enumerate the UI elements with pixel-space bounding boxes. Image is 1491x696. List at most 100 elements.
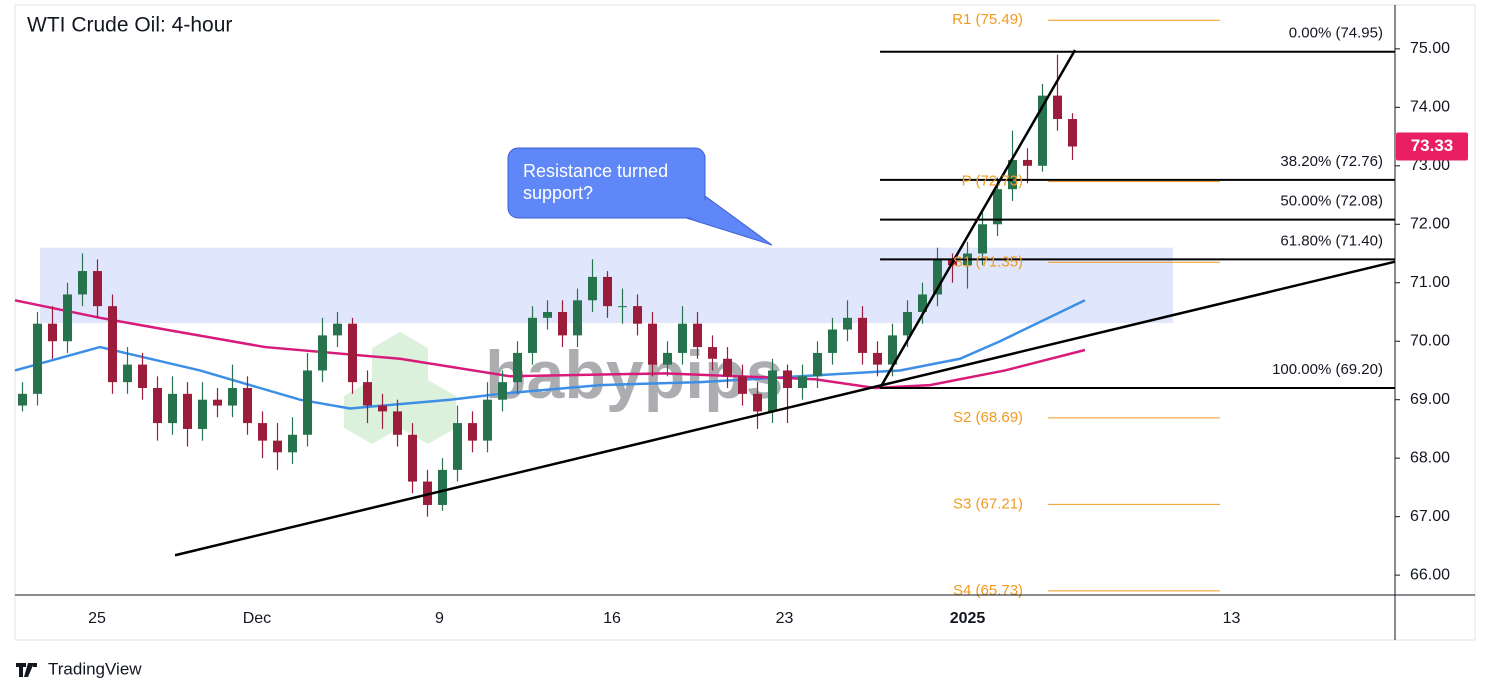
callout-text: Resistance turned — [523, 161, 668, 181]
candle-body — [168, 393, 177, 424]
watermark-cube — [344, 380, 400, 444]
candle-body — [243, 388, 252, 424]
candle-body — [228, 388, 237, 406]
pivot-label: S2 (68.69) — [953, 409, 1023, 426]
watermark-logo — [344, 332, 456, 444]
candle-body — [1023, 159, 1032, 166]
candle-body — [318, 335, 327, 371]
y-tick-label: 69.00 — [1410, 391, 1450, 408]
candle-body — [258, 423, 267, 441]
candle-body — [48, 323, 57, 342]
candle-body — [303, 370, 312, 435]
x-tick-label: 2025 — [950, 610, 986, 627]
y-tick-label: 74.00 — [1410, 99, 1450, 116]
fib-label: 100.00% (69.20) — [1272, 361, 1383, 378]
candle-body — [798, 376, 807, 389]
candle-body — [603, 276, 612, 307]
candle-body — [723, 358, 732, 377]
y-tick-label: 70.00 — [1410, 332, 1450, 349]
x-tick-label: 25 — [88, 610, 106, 627]
fib-label: 0.00% (74.95) — [1289, 25, 1383, 42]
pivot-label: P (72.73) — [962, 173, 1023, 190]
candle-body — [108, 306, 117, 383]
candle-body — [288, 434, 297, 453]
x-tick-label: 13 — [1223, 610, 1241, 627]
candle-body — [1053, 95, 1062, 120]
candle-body — [678, 323, 687, 353]
candle-body — [888, 335, 897, 365]
candle-body — [1038, 95, 1047, 166]
candle-body — [363, 382, 372, 406]
pivot-label: S1 (71.35) — [953, 253, 1023, 270]
fib-label: 50.00% (72.08) — [1280, 193, 1383, 210]
x-tick-label: 9 — [435, 610, 444, 627]
chart-title: WTI Crude Oil: 4-hour — [27, 14, 232, 37]
candle-body — [498, 382, 507, 400]
y-tick-label: 73.00 — [1410, 157, 1450, 174]
candle-body — [438, 469, 447, 505]
candle-body — [753, 393, 762, 412]
last-price-label: 73.33 — [1411, 136, 1454, 155]
watermark-cube — [372, 332, 428, 396]
candle-body — [18, 393, 27, 406]
brand-name: TradingView — [48, 659, 142, 678]
watermark-cube — [400, 380, 456, 444]
candle-body — [33, 323, 42, 394]
y-tick-label: 68.00 — [1410, 449, 1450, 466]
moving-average — [14, 299, 1086, 390]
pivot-label: S3 (67.21) — [953, 495, 1023, 512]
candle-body — [153, 388, 162, 424]
candle-body — [738, 376, 747, 394]
candle-body — [528, 317, 537, 353]
candle-body — [123, 364, 132, 383]
callout-box — [507, 147, 706, 219]
y-tick-label: 66.00 — [1410, 566, 1450, 583]
candle-body — [828, 329, 837, 353]
x-tick-label: 23 — [776, 610, 794, 627]
candle-body — [78, 271, 87, 295]
brand-logo — [16, 663, 37, 677]
last-price-box — [1396, 132, 1468, 161]
candle-body — [648, 323, 657, 365]
candle-body — [393, 411, 402, 435]
candle-body — [333, 323, 342, 336]
candle-body — [273, 440, 282, 453]
x-tick-label: 16 — [603, 610, 621, 627]
candle-body — [588, 276, 597, 301]
candle-body — [903, 311, 912, 336]
y-tick-label: 75.00 — [1410, 40, 1450, 57]
candle-body — [993, 189, 1002, 225]
candle-body — [198, 399, 207, 429]
trendline — [174, 260, 1396, 557]
candle-body — [63, 294, 72, 342]
candle-body — [1068, 119, 1077, 147]
callout-pointer-fill — [683, 199, 770, 244]
fib-label: 38.20% (72.76) — [1280, 153, 1383, 170]
candle-body — [843, 317, 852, 330]
candle-body — [408, 434, 417, 482]
candle-body — [633, 306, 642, 324]
candle-body — [708, 347, 717, 359]
moving-average — [14, 299, 1086, 410]
candle-body — [138, 364, 147, 389]
candle-body — [978, 224, 987, 254]
candle-body — [213, 399, 222, 406]
candle-body — [348, 323, 357, 383]
x-tick-label: Dec — [243, 610, 271, 627]
candle-body — [858, 317, 867, 353]
y-tick-label: 72.00 — [1410, 215, 1450, 232]
candle-body — [768, 370, 777, 412]
candle-body — [933, 259, 942, 295]
callout-text: support? — [523, 183, 593, 203]
candle-body — [378, 405, 387, 412]
candle-body — [918, 294, 927, 312]
candle-body — [618, 306, 627, 308]
candle-body — [573, 300, 582, 336]
candle-body — [783, 370, 792, 389]
candle-body — [1008, 159, 1017, 190]
candle-body — [483, 399, 492, 441]
candle-body — [93, 271, 102, 307]
